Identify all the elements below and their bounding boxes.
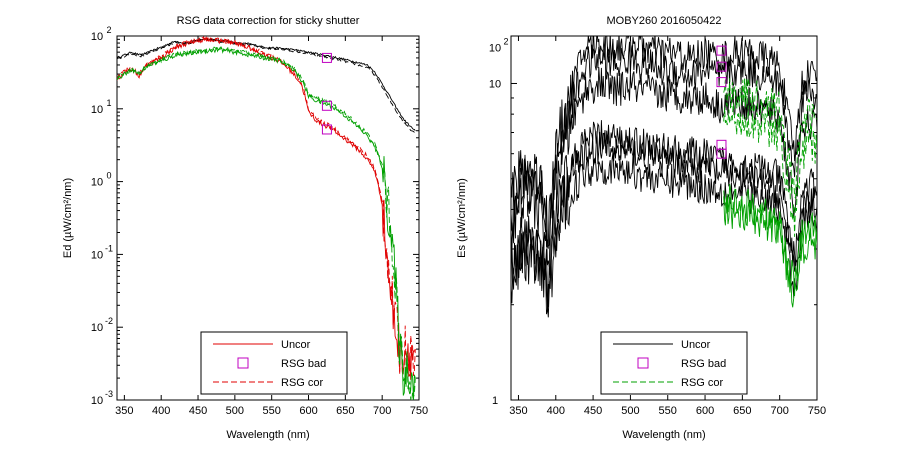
series-line-3: [117, 36, 416, 380]
x-tick-label: 750: [808, 405, 826, 417]
y-tick-exponent: 2: [106, 25, 111, 35]
plot-area: [117, 36, 416, 400]
series-line-4: [511, 120, 817, 308]
series-line-4: [117, 36, 416, 377]
y-tick-label: 10: [489, 78, 501, 90]
chart-title: MOBY260 2016050422: [607, 15, 722, 27]
y-tick-label: 10: [91, 177, 103, 189]
y-tick-label: 10: [91, 249, 103, 261]
y-tick-label: 10: [489, 42, 501, 54]
series-line-2: [117, 38, 416, 134]
x-tick-label: 700: [771, 405, 789, 417]
x-tick-label: 450: [189, 405, 207, 417]
chart-title: RSG data correction for sticky shutter: [177, 15, 360, 27]
legend-box: [600, 331, 748, 395]
y-axis-label: Es (µW/cm²/nm): [456, 178, 468, 258]
x-tick-label: 650: [336, 405, 354, 417]
series-line-5: [117, 46, 416, 400]
legend-label: RSG cor: [281, 377, 324, 389]
x-tick-label: 450: [584, 405, 602, 417]
x-tick-label: 700: [373, 405, 391, 417]
rsg-bad-marker: [716, 61, 727, 72]
y-tick-exponent: 0: [106, 171, 111, 181]
y-tick-label: 10: [91, 104, 103, 116]
y-tick-label: 10: [91, 322, 103, 334]
rsg-bad-marker: [321, 124, 332, 135]
legend: Uncor RSG bad RSG cor: [600, 331, 748, 395]
y-tick-exponent: -1: [105, 243, 113, 253]
series-line-7: [723, 78, 817, 200]
chart-1: RSG data correction for sticky shutter 35…: [62, 15, 428, 441]
y-tick-exponent: 1: [106, 98, 111, 108]
x-tick-label: 350: [115, 405, 133, 417]
legend-label: RSG bad: [281, 358, 326, 370]
x-axis-label: Wavelength (nm): [226, 429, 309, 441]
x-tick-label: 600: [299, 405, 317, 417]
series-line-6: [511, 152, 817, 315]
legend-label: RSG bad: [681, 358, 726, 370]
y-tick-label: 10: [91, 31, 103, 43]
legend-label: RSG cor: [681, 377, 724, 389]
rsg-bad-marker: [321, 100, 332, 111]
legend-label: Uncor: [281, 339, 311, 351]
rsg-bad-marker: [716, 45, 727, 56]
x-tick-label: 500: [621, 405, 639, 417]
y-tick-exponent: -3: [105, 389, 113, 399]
y-tick-exponent: -2: [105, 316, 113, 326]
series-line-5: [511, 131, 817, 318]
x-tick-label: 750: [410, 405, 428, 417]
legend-label: Uncor: [681, 339, 711, 351]
legend-box: [200, 331, 348, 395]
x-tick-label: 500: [226, 405, 244, 417]
x-axis-label: Wavelength (nm): [622, 429, 705, 441]
rsg-bad-marker: [321, 52, 332, 63]
series-line-6: [117, 46, 416, 400]
y-tick-label: 10: [91, 395, 103, 407]
series-line-3: [511, 67, 817, 267]
series-line-9: [723, 183, 817, 297]
y-tick-exponent: 2: [503, 36, 508, 46]
y-axis-label: Ed (µW/cm²/nm): [62, 178, 74, 258]
rsg-bad-marker: [716, 148, 727, 159]
series-line-10: [723, 196, 817, 308]
series-line-8: [723, 103, 817, 237]
x-tick-label: 400: [547, 405, 565, 417]
x-tick-label: 550: [263, 405, 281, 417]
legend: Uncor RSG bad RSG cor: [200, 331, 348, 395]
plot-frame: [116, 35, 420, 401]
y-tick-label: 1: [492, 395, 498, 407]
x-tick-label: 550: [659, 405, 677, 417]
series-line-1: [511, 36, 817, 250]
rsg-bad-marker: [716, 77, 727, 88]
rsg-bad-marker: [716, 139, 727, 150]
series-line-1: [117, 37, 416, 131]
series-line-2: [511, 41, 817, 247]
chart-2: MOBY260 2016050422 350 400 450 500 550 600 650 7…: [456, 15, 826, 441]
legend-marker: [637, 357, 649, 369]
x-tick-label: 350: [509, 405, 527, 417]
x-tick-label: 600: [696, 405, 714, 417]
x-tick-label: 400: [152, 405, 170, 417]
x-tick-label: 650: [733, 405, 751, 417]
legend-marker: [237, 357, 249, 369]
plot-area: [511, 36, 817, 318]
